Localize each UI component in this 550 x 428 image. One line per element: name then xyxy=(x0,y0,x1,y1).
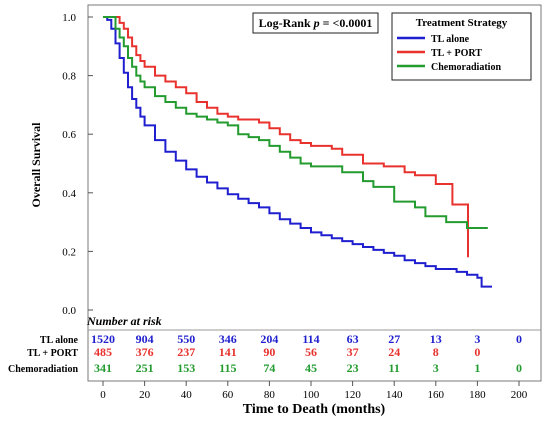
x-tick-label: 40 xyxy=(181,389,193,401)
risk-count: 237 xyxy=(177,345,195,359)
risk-count: 3 xyxy=(474,332,480,346)
risk-count: 1 xyxy=(474,361,480,375)
risk-row-label: TL + PORT xyxy=(27,348,78,359)
x-axis-ticks: 0 20 40 60 80 100 120 140 160 180 200 xyxy=(100,381,528,401)
risk-count: 341 xyxy=(94,361,112,375)
risk-count: 904 xyxy=(136,332,154,346)
risk-count: 3 xyxy=(433,361,439,375)
y-tick-label: 1.0 xyxy=(62,12,76,24)
curve-chemoradiation xyxy=(103,16,488,229)
risk-count: 63 xyxy=(347,332,359,346)
risk-count: 0 xyxy=(474,345,480,359)
curve-tl-alone xyxy=(103,16,492,288)
curve-tl-port xyxy=(103,16,469,258)
x-tick-label: 160 xyxy=(428,389,445,401)
risk-count: 8 xyxy=(433,345,439,359)
risk-count: 0 xyxy=(516,332,522,346)
risk-count: 114 xyxy=(302,332,319,346)
y-tick-label: 0.6 xyxy=(62,129,76,141)
risk-count: 346 xyxy=(219,332,237,346)
annotation-text: Log-Rank p = <0.0001 xyxy=(259,16,373,30)
risk-count: 56 xyxy=(305,345,317,359)
y-tick-label: 0.4 xyxy=(62,188,76,200)
risk-row-label: Chemoradiation xyxy=(8,364,78,375)
x-tick-label: 140 xyxy=(386,389,403,401)
legend-items: TL alone TL + PORT Chemoradiation xyxy=(397,34,501,73)
y-axis-ticks: 0.0 0.2 0.4 0.6 0.8 1.0 xyxy=(62,12,93,317)
x-tick-label: 20 xyxy=(139,389,151,401)
risk-count: 251 xyxy=(136,361,154,375)
y-tick-label: 0.2 xyxy=(62,246,76,258)
y-tick-label: 0.8 xyxy=(62,71,76,83)
risk-count: 376 xyxy=(136,345,154,359)
risk-count: 204 xyxy=(260,332,278,346)
risk-count: 141 xyxy=(219,345,237,359)
risk-row-label: TL alone xyxy=(40,335,79,346)
x-tick-label: 180 xyxy=(469,389,486,401)
risk-count: 23 xyxy=(347,361,359,375)
risk-count: 13 xyxy=(430,332,442,346)
x-tick-label: 80 xyxy=(264,389,276,401)
risk-count: 153 xyxy=(177,361,195,375)
x-tick-label: 200 xyxy=(511,389,528,401)
risk-count: 37 xyxy=(347,345,359,359)
annotation-box xyxy=(252,12,379,34)
risk-count: 74 xyxy=(263,361,275,375)
legend-box xyxy=(391,12,532,81)
legend-title: Treatment Strategy xyxy=(416,17,508,29)
legend: Treatment Strategy TL alone TL + PORT Chem… xyxy=(391,12,532,81)
x-tick-label: 60 xyxy=(222,389,234,401)
x-tick-label: 0 xyxy=(100,389,106,401)
risk-count: 11 xyxy=(389,361,400,375)
risk-count: 485 xyxy=(94,345,112,359)
legend-label: TL + PORT xyxy=(431,48,482,59)
risk-table: TL alone 1520 904 550 346 204 114 63 27 13 3 0TL + … xyxy=(8,332,522,375)
x-axis-title: Time to Death (months) xyxy=(243,402,386,417)
risk-count: 24 xyxy=(388,345,400,359)
risk-count: 115 xyxy=(219,361,236,375)
risk-count: 1520 xyxy=(91,332,115,346)
risk-count: 550 xyxy=(177,332,195,346)
x-tick-label: 120 xyxy=(344,389,361,401)
risk-count: 27 xyxy=(388,332,400,346)
legend-label: Chemoradiation xyxy=(431,62,501,73)
risk-count: 45 xyxy=(305,361,317,375)
legend-label: TL alone xyxy=(431,34,470,45)
risk-count: 90 xyxy=(263,345,275,359)
risk-count: 0 xyxy=(516,361,522,375)
risk-table-title: Number at risk xyxy=(86,314,162,328)
logrank-annotation: Log-Rank p = <0.0001 xyxy=(252,12,379,34)
y-tick-label: 0.0 xyxy=(62,305,76,317)
x-tick-label: 100 xyxy=(303,389,320,401)
y-axis-title: Overall Survival xyxy=(29,122,43,208)
survival-curves xyxy=(103,16,492,288)
